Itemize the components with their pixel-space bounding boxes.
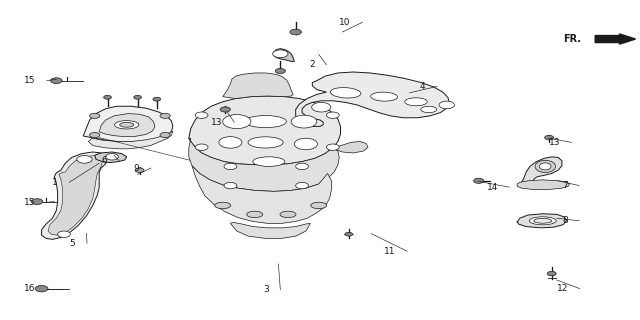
Ellipse shape <box>115 121 139 129</box>
Text: 7: 7 <box>562 181 568 190</box>
Ellipse shape <box>120 123 134 127</box>
Text: 16: 16 <box>24 284 35 293</box>
Polygon shape <box>48 156 102 235</box>
Ellipse shape <box>534 218 552 223</box>
FancyArrow shape <box>595 34 636 44</box>
Circle shape <box>134 95 141 99</box>
Text: 15: 15 <box>24 198 35 207</box>
Ellipse shape <box>371 92 397 101</box>
Polygon shape <box>296 72 449 126</box>
Text: 14: 14 <box>486 183 498 192</box>
Circle shape <box>290 29 301 35</box>
Polygon shape <box>336 141 368 153</box>
Ellipse shape <box>405 98 428 106</box>
Text: 8: 8 <box>562 216 568 225</box>
Text: 11: 11 <box>384 247 396 256</box>
Circle shape <box>545 135 554 140</box>
Text: 5: 5 <box>70 239 76 248</box>
Text: 9: 9 <box>134 164 140 172</box>
Circle shape <box>135 168 144 172</box>
Circle shape <box>58 231 70 237</box>
Circle shape <box>195 112 208 118</box>
Circle shape <box>291 115 317 128</box>
Text: 4: 4 <box>420 82 426 91</box>
Ellipse shape <box>535 160 556 172</box>
Polygon shape <box>517 214 566 228</box>
Polygon shape <box>522 157 562 186</box>
Text: 15: 15 <box>24 76 35 85</box>
Circle shape <box>275 68 285 74</box>
Circle shape <box>223 115 251 129</box>
Polygon shape <box>223 73 293 99</box>
Circle shape <box>153 97 161 101</box>
Ellipse shape <box>248 137 283 148</box>
Text: 2: 2 <box>309 60 315 69</box>
Circle shape <box>195 144 208 150</box>
Ellipse shape <box>311 202 327 209</box>
Circle shape <box>312 102 331 112</box>
Ellipse shape <box>247 211 263 218</box>
Text: 10: 10 <box>339 18 351 27</box>
Circle shape <box>220 107 230 112</box>
Circle shape <box>326 144 339 150</box>
Circle shape <box>90 113 100 118</box>
Polygon shape <box>230 222 310 238</box>
Polygon shape <box>189 138 339 191</box>
Ellipse shape <box>529 217 556 225</box>
Circle shape <box>104 95 111 99</box>
Circle shape <box>219 137 242 148</box>
Text: FR.: FR. <box>563 34 581 44</box>
Polygon shape <box>42 152 108 239</box>
Circle shape <box>296 182 308 189</box>
Circle shape <box>51 78 62 84</box>
Circle shape <box>160 113 170 118</box>
Circle shape <box>345 232 353 236</box>
Ellipse shape <box>214 202 231 209</box>
Circle shape <box>224 182 237 189</box>
Circle shape <box>296 163 308 170</box>
Ellipse shape <box>540 163 551 170</box>
Polygon shape <box>274 49 294 61</box>
Circle shape <box>294 138 317 150</box>
Polygon shape <box>189 96 340 165</box>
Circle shape <box>77 156 92 163</box>
Text: 12: 12 <box>557 284 568 293</box>
Ellipse shape <box>253 157 285 166</box>
Polygon shape <box>517 180 570 189</box>
Text: 6: 6 <box>102 156 108 165</box>
Polygon shape <box>88 131 173 149</box>
Circle shape <box>326 112 339 118</box>
Ellipse shape <box>330 88 361 98</box>
Polygon shape <box>192 166 332 223</box>
Ellipse shape <box>280 211 296 218</box>
Polygon shape <box>95 152 127 163</box>
Polygon shape <box>83 106 173 142</box>
Text: 3: 3 <box>263 285 269 294</box>
Circle shape <box>273 50 288 58</box>
Circle shape <box>90 132 100 138</box>
Circle shape <box>474 178 484 183</box>
Circle shape <box>160 132 170 138</box>
Text: 13: 13 <box>211 118 223 127</box>
Circle shape <box>35 285 48 292</box>
Polygon shape <box>99 114 155 137</box>
Ellipse shape <box>421 106 437 113</box>
Text: 1: 1 <box>52 178 58 187</box>
Circle shape <box>439 101 454 109</box>
Ellipse shape <box>244 116 287 128</box>
Text: 13: 13 <box>548 138 560 147</box>
Circle shape <box>106 154 118 160</box>
Circle shape <box>547 271 556 276</box>
Circle shape <box>224 163 237 170</box>
Circle shape <box>31 199 43 204</box>
